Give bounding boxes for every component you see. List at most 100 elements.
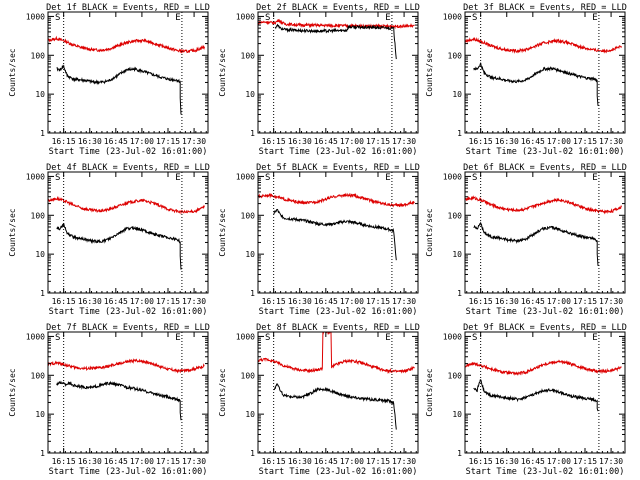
x-tick-label: 16:15 — [52, 457, 76, 466]
series-events — [56, 223, 182, 270]
y-axis-label: Counts/sec — [425, 208, 434, 256]
y-tick-label: 100 — [241, 51, 256, 60]
x-tick-label: 17:30 — [392, 137, 416, 146]
x-tick-label: 16:45 — [314, 297, 338, 306]
series-events — [273, 208, 397, 261]
x-tick-label: 17:30 — [182, 297, 206, 306]
x-axis-label: Start Time (23-Jul-02 16:01:00) — [49, 147, 208, 157]
y-axis-label: Counts/sec — [8, 208, 17, 256]
y-axis-label: Counts/sec — [218, 208, 227, 256]
x-axis-label: Start Time (23-Jul-02 16:01:00) — [466, 467, 625, 477]
x-tick-label: 17:30 — [599, 297, 623, 306]
chart-title: Det 4f BLACK = Events, RED = LLD — [46, 163, 210, 173]
y-tick-label: 10 — [35, 250, 45, 259]
series-lld — [258, 192, 415, 208]
y-tick-label: 10 — [35, 410, 45, 419]
x-tick-label: 17:15 — [366, 297, 390, 306]
series-events — [473, 379, 599, 412]
x-tick-label: 17:00 — [547, 457, 571, 466]
x-tick-label: 16:15 — [469, 137, 493, 146]
x-tick-label: 17:15 — [573, 297, 597, 306]
x-axis-label: Start Time (23-Jul-02 16:01:00) — [466, 307, 625, 317]
chart-title: Det 7f BLACK = Events, RED = LLD — [46, 323, 210, 333]
x-tick-label: 16:15 — [469, 457, 493, 466]
y-tick-label: 100 — [241, 211, 256, 220]
y-tick-label: 1 — [457, 289, 462, 298]
chart-title: Det 8f BLACK = Events, RED = LLD — [256, 323, 420, 333]
y-tick-label: 1 — [40, 289, 45, 298]
x-tick-label: 16:15 — [52, 297, 76, 306]
series-lld — [465, 195, 622, 215]
x-tick-label: 17:30 — [392, 457, 416, 466]
x-tick-label: 17:30 — [599, 137, 623, 146]
x-tick-label: 16:45 — [104, 297, 128, 306]
start-marker-label: S — [472, 333, 477, 343]
end-marker-label: E — [592, 13, 597, 23]
x-tick-label: 17:00 — [547, 137, 571, 146]
x-tick-label: 16:45 — [521, 457, 545, 466]
y-axis-label: Counts/sec — [8, 368, 17, 416]
x-tick-label: 17:30 — [182, 457, 206, 466]
y-tick-label: 1 — [457, 449, 462, 458]
x-tick-label: 16:15 — [262, 457, 286, 466]
chart-title: Det 9f BLACK = Events, RED = LLD — [463, 323, 627, 333]
end-marker-label: E — [592, 333, 597, 343]
x-tick-label: 16:30 — [288, 457, 312, 466]
end-marker-label: E — [175, 173, 180, 183]
start-marker-label: S — [55, 173, 60, 183]
start-marker-label: S — [55, 13, 60, 23]
x-tick-label: 17:00 — [547, 297, 571, 306]
x-tick-label: 16:45 — [521, 137, 545, 146]
x-tick-label: 16:45 — [314, 457, 338, 466]
x-tick-label: 16:45 — [104, 457, 128, 466]
x-tick-label: 17:15 — [366, 457, 390, 466]
x-tick-label: 17:30 — [599, 457, 623, 466]
y-axis-label: Counts/sec — [218, 48, 227, 96]
x-tick-label: 16:45 — [104, 137, 128, 146]
x-tick-label: 17:15 — [366, 137, 390, 146]
y-tick-label: 10 — [452, 410, 462, 419]
y-axis-label: Counts/sec — [8, 48, 17, 96]
end-marker-label: E — [592, 173, 597, 183]
y-tick-label: 1000 — [26, 12, 45, 21]
start-marker-label: S — [265, 13, 270, 23]
start-marker-label: S — [55, 333, 60, 343]
y-tick-label: 100 — [31, 211, 46, 220]
x-tick-label: 17:00 — [340, 457, 364, 466]
y-axis-label: Counts/sec — [218, 368, 227, 416]
x-tick-label: 16:30 — [288, 137, 312, 146]
x-axis-label: Start Time (23-Jul-02 16:01:00) — [49, 467, 208, 477]
series-lld — [465, 359, 622, 377]
x-axis-label: Start Time (23-Jul-02 16:01:00) — [259, 307, 418, 317]
y-tick-label: 1 — [457, 129, 462, 138]
series-events — [473, 61, 599, 106]
series-lld — [48, 195, 205, 215]
end-marker-label: E — [175, 13, 180, 23]
x-tick-label: 16:30 — [495, 297, 519, 306]
y-tick-label: 1000 — [443, 172, 462, 181]
series-lld — [48, 358, 205, 374]
y-axis-label: Counts/sec — [425, 48, 434, 96]
y-tick-label: 1000 — [443, 332, 462, 341]
x-tick-label: 16:45 — [314, 137, 338, 146]
x-tick-label: 17:00 — [340, 137, 364, 146]
y-tick-label: 1000 — [443, 12, 462, 21]
x-tick-label: 16:30 — [78, 457, 102, 466]
plot-frame — [464, 11, 626, 134]
start-marker-label: S — [472, 173, 477, 183]
x-tick-label: 17:30 — [392, 297, 416, 306]
y-tick-label: 10 — [452, 250, 462, 259]
y-tick-label: 10 — [452, 90, 462, 99]
x-axis-label: Start Time (23-Jul-02 16:01:00) — [259, 467, 418, 477]
start-marker-label: S — [265, 173, 270, 183]
x-tick-label: 16:30 — [495, 457, 519, 466]
x-tick-label: 17:30 — [182, 137, 206, 146]
y-tick-label: 1000 — [26, 172, 45, 181]
x-tick-label: 17:00 — [340, 297, 364, 306]
plot-frame — [47, 171, 209, 294]
chart-title: Det 1f BLACK = Events, RED = LLD — [46, 3, 210, 13]
